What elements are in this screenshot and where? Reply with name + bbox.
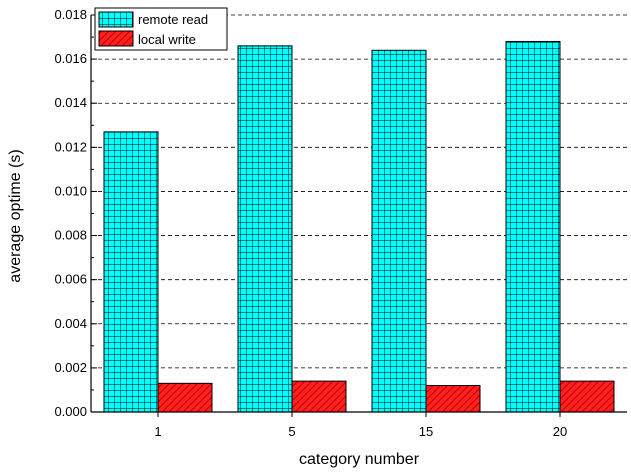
gridlines	[91, 14, 627, 369]
x-tick-label: 20	[553, 424, 567, 439]
bar-local-write-15	[425, 385, 481, 413]
bar-remote-read-5	[237, 45, 293, 413]
x-tick-label: 5	[288, 424, 295, 439]
y-tick-label: 0.004	[54, 316, 87, 331]
y-tick-label: 0.006	[54, 272, 87, 287]
y-tick-label: 0.000	[54, 404, 87, 419]
bar-local-write-5	[291, 380, 347, 413]
x-tick-label: 15	[419, 424, 433, 439]
bars	[103, 40, 615, 413]
y-tick-label: 0.018	[54, 7, 87, 22]
y-tick-label: 0.010	[54, 183, 87, 198]
y-tick-label: 0.012	[54, 139, 87, 154]
bar-remote-read-1	[103, 131, 159, 413]
bar-local-write-1	[157, 382, 213, 413]
bar-local-write-20	[559, 380, 615, 413]
y-tick-label: 0.002	[54, 360, 87, 375]
y-tick-label: 0.016	[54, 51, 87, 66]
legend-swatch-local-write	[98, 30, 134, 47]
y-axis-title: average optime (s)	[7, 149, 24, 282]
legend: remote read local write	[94, 7, 228, 51]
axes: 0.000 0.002 0.004 0.006 0.008 0.010 0.012 0.014…	[54, 7, 627, 439]
bar-remote-read-15	[371, 49, 427, 413]
bar-remote-read-20	[505, 40, 561, 413]
legend-label-local-write: local write	[138, 32, 196, 47]
x-tick-label: 1	[154, 424, 161, 439]
y-tick-label: 0.008	[54, 228, 87, 243]
legend-swatch-remote-read	[98, 11, 134, 28]
legend-label-remote-read: remote read	[138, 12, 208, 27]
y-tick-label: 0.014	[54, 95, 87, 110]
x-axis-title: category number	[299, 451, 420, 468]
